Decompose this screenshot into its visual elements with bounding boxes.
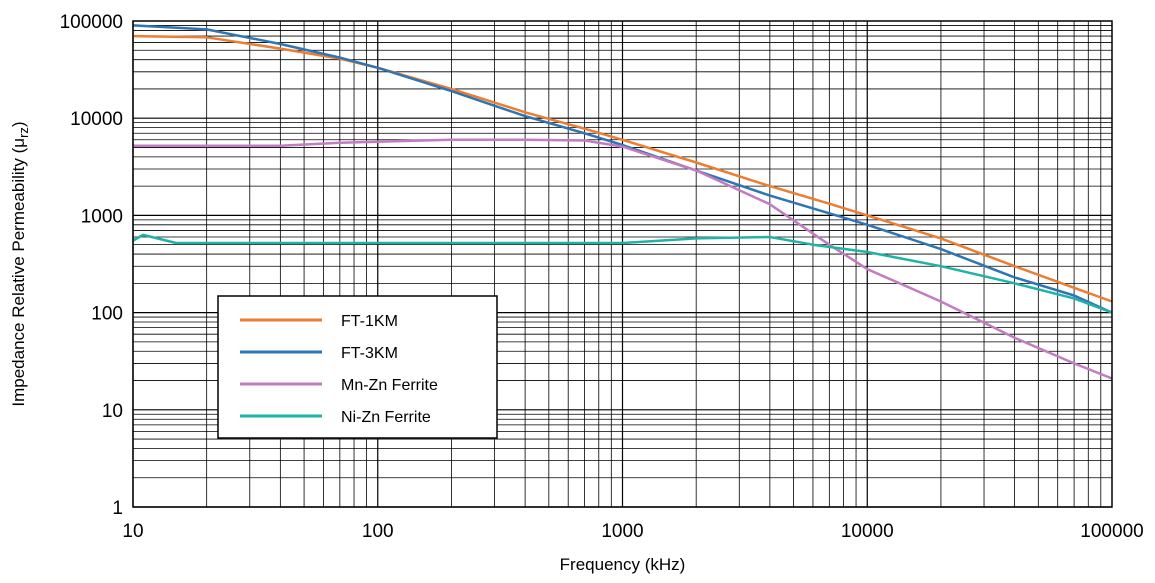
y-tick-label: 100 [91, 304, 123, 325]
y-tick-label: 10000 [70, 109, 123, 130]
legend-label-mn-zn-ferrite: Mn-Zn Ferrite [341, 377, 438, 394]
x-tick-labels: 10 100 1000 10000 100000 [122, 521, 1143, 542]
y-axis-title-main: Impedance Relative Permeability (μ [9, 138, 28, 407]
y-tick-label: 1000 [81, 206, 123, 227]
y-tick-labels: 1 10 100 1000 10000 100000 [60, 12, 123, 519]
x-tick-label: 100 [362, 521, 394, 542]
series-lines [132, 24, 1113, 380]
x-tick-label: 10 [122, 521, 143, 542]
plot-frame [132, 20, 1113, 508]
legend: FT-1KM FT-3KM Mn-Zn Ferrite Ni-Zn Ferrite [217, 295, 498, 439]
series-line-ft-1km [132, 34, 1113, 303]
legend-label-ni-zn-ferrite: Ni-Zn Ferrite [341, 409, 431, 426]
x-tick-label: 10000 [841, 521, 894, 542]
y-tick-label: 1 [112, 498, 123, 519]
y-tick-label: 10 [102, 401, 123, 422]
x-tick-label: 1000 [601, 521, 643, 542]
y-axis-title-close: ) [9, 121, 28, 127]
series-line-ft-3km [132, 24, 1113, 314]
x-tick-label: 100000 [1080, 521, 1143, 542]
y-axis-title: Impedance Relative Permeability (μrz) [9, 121, 31, 406]
y-axis-title-subscript: rz [16, 127, 31, 138]
series-line-mn-zn-ferrite [133, 138, 1113, 380]
legend-label-ft-1km: FT-1KM [341, 313, 398, 330]
legend-label-ft-3km: FT-3KM [341, 345, 398, 362]
series-line-ni-zn-ferrite [132, 233, 1113, 314]
x-axis-title: Frequency (kHz) [560, 555, 686, 574]
y-tick-label: 100000 [60, 12, 123, 33]
